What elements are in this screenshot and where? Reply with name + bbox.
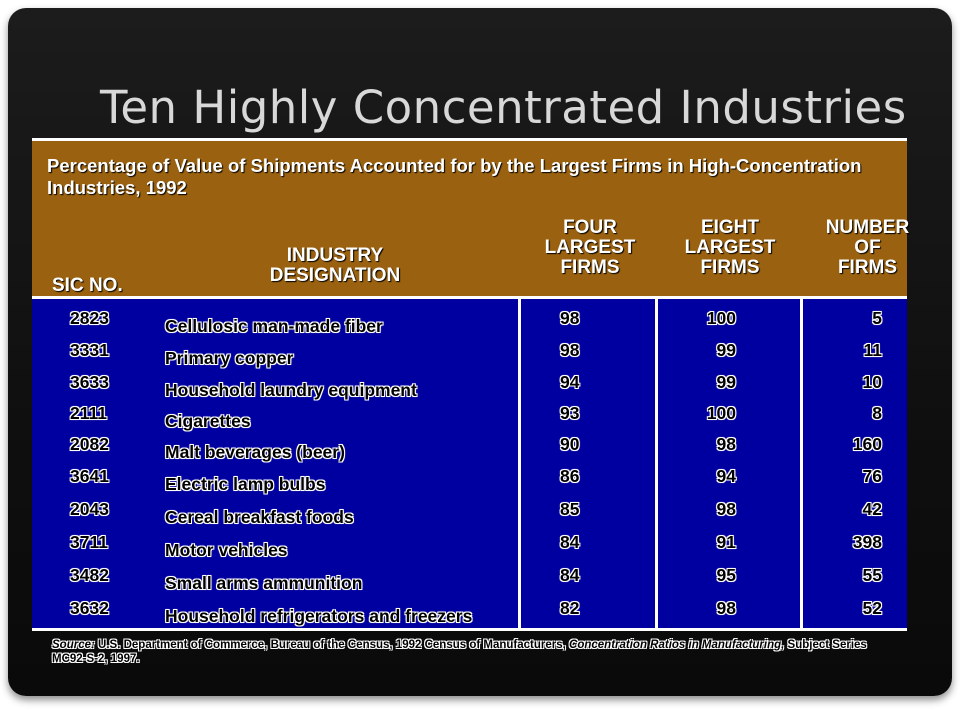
cell-number: 10 xyxy=(862,372,882,392)
column-divider xyxy=(518,299,521,629)
column-divider xyxy=(655,299,658,629)
cell-number: 398 xyxy=(852,532,882,552)
header-sic: SIC NO. xyxy=(52,275,123,296)
cell-four: 86 xyxy=(560,466,580,486)
cell-number: 52 xyxy=(862,598,882,618)
cell-industry: Cereal breakfast foods xyxy=(165,507,354,527)
cell-sic: 2043 xyxy=(70,499,109,519)
cell-number: 55 xyxy=(862,565,882,585)
cell-four: 94 xyxy=(560,372,580,392)
table-caption-banner: Percentage of Value of Shipments Account… xyxy=(32,138,907,208)
header-industry-line1: INDUSTRY xyxy=(286,245,384,266)
header-number-line2: OF xyxy=(854,237,881,258)
cell-eight: 98 xyxy=(716,499,736,519)
cell-four: 85 xyxy=(560,499,580,519)
header-industry-line2: DESIGNATION xyxy=(269,265,401,286)
header-four-line3: FIRMS xyxy=(560,257,620,278)
header-divider xyxy=(32,296,907,299)
header-four-largest: FOUR LARGEST FIRMS xyxy=(520,218,660,278)
cell-four: 98 xyxy=(560,308,580,328)
column-divider xyxy=(800,299,803,629)
cell-eight: 98 xyxy=(716,434,736,454)
cell-sic: 3632 xyxy=(70,598,109,618)
cell-number: 76 xyxy=(862,466,882,486)
cell-industry: Malt beverages (beer) xyxy=(165,442,345,462)
table-header xyxy=(32,208,907,298)
cell-industry: Electric lamp bulbs xyxy=(165,474,326,494)
cell-sic: 3641 xyxy=(70,466,109,486)
table-caption: Percentage of Value of Shipments Account… xyxy=(47,155,862,198)
cell-four: 84 xyxy=(560,565,580,585)
cell-industry: Household laundry equipment xyxy=(165,380,417,400)
source-text-2: Subject Series MC92-S-2, 1997. xyxy=(52,639,867,665)
cell-four: 82 xyxy=(560,598,580,618)
header-number-line1: NUMBER xyxy=(825,217,910,238)
table-body xyxy=(32,299,907,629)
cell-number: 8 xyxy=(872,403,882,423)
header-industry: INDUSTRY DESIGNATION xyxy=(250,246,420,286)
cell-number: 11 xyxy=(863,340,883,360)
cell-sic: 2823 xyxy=(70,308,109,328)
cell-four: 98 xyxy=(560,340,580,360)
header-eight-line3: FIRMS xyxy=(700,257,760,278)
cell-four: 93 xyxy=(560,403,580,423)
cell-industry: Cigarettes xyxy=(165,411,251,431)
cell-industry: Cellulosic man-made fiber xyxy=(165,316,383,336)
cell-sic: 3482 xyxy=(70,565,109,585)
cell-industry: Primary copper xyxy=(165,348,294,368)
cell-number: 42 xyxy=(862,499,882,519)
cell-four: 90 xyxy=(560,434,580,454)
slide-title: Ten Highly Concentrated Industries xyxy=(100,81,907,134)
cell-sic: 3711 xyxy=(70,532,108,552)
cell-eight: 99 xyxy=(716,372,736,392)
source-label: Source: xyxy=(52,639,95,651)
cell-eight: 98 xyxy=(716,598,736,618)
cell-sic: 2082 xyxy=(70,434,109,454)
cell-eight: 95 xyxy=(716,565,736,585)
cell-eight: 100 xyxy=(706,403,736,423)
cell-four: 84 xyxy=(560,532,580,552)
cell-industry: Motor vehicles xyxy=(165,540,288,560)
source-note: Source: U.S. Department of Commerce, Bur… xyxy=(52,638,902,666)
cell-number: 160 xyxy=(852,434,882,454)
header-four-line2: LARGEST xyxy=(544,237,636,258)
cell-eight: 100 xyxy=(706,308,736,328)
cell-eight: 99 xyxy=(716,340,736,360)
header-eight-largest: EIGHT LARGEST FIRMS xyxy=(660,218,800,278)
cell-industry: Household refrigerators and freezers xyxy=(165,606,473,626)
table-bottom-border xyxy=(32,628,907,631)
cell-sic: 2111 xyxy=(70,403,107,423)
header-number-of-firms: NUMBER OF FIRMS xyxy=(800,218,935,278)
header-number-line3: FIRMS xyxy=(837,257,898,278)
source-title: Concentration Ratios in Manufacturing, xyxy=(569,639,785,651)
header-eight-line1: EIGHT xyxy=(700,217,760,238)
source-text-1: U.S. Department of Commerce, Bureau of t… xyxy=(98,639,566,651)
cell-industry: Small arms ammunition xyxy=(165,573,363,593)
cell-sic: 3633 xyxy=(70,372,109,392)
cell-sic: 3331 xyxy=(70,340,109,360)
cell-eight: 91 xyxy=(716,532,736,552)
cell-number: 5 xyxy=(872,308,882,328)
cell-eight: 94 xyxy=(716,466,736,486)
header-four-line1: FOUR xyxy=(563,217,617,238)
header-eight-line2: LARGEST xyxy=(684,237,776,258)
